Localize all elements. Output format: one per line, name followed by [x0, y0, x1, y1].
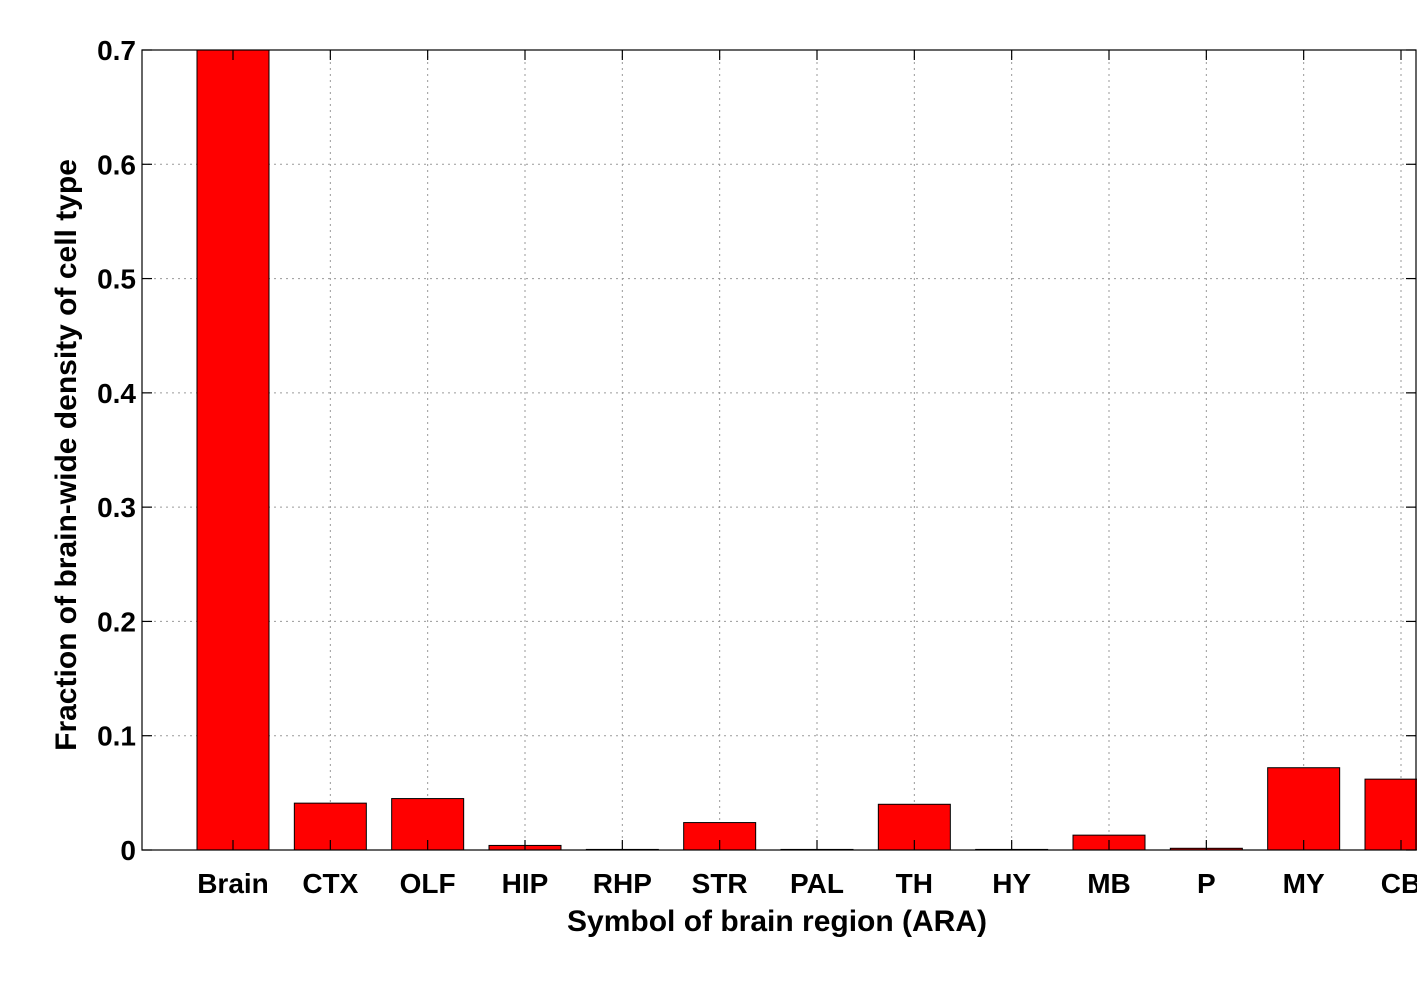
- y-tick-label: 0: [120, 835, 136, 866]
- y-tick-label: 0.2: [97, 606, 136, 637]
- y-tick-label: 0.5: [97, 264, 136, 295]
- x-tick-label: RHP: [593, 868, 652, 899]
- y-tick-label: 0.4: [97, 378, 136, 409]
- x-axis-ticks: Brain CTX OLF HIP RHP STR PAL TH HY MB P MY CB: [197, 50, 1417, 899]
- y-tick-label: 0.1: [97, 721, 136, 752]
- x-tick-label: STR: [692, 868, 748, 899]
- x-axis-label: Symbol of brain region (ARA): [567, 905, 987, 938]
- y-tick-label: 0.6: [97, 149, 136, 180]
- x-tick-label: CB: [1381, 868, 1417, 899]
- x-tick-label: P: [1197, 868, 1216, 899]
- bar-my: [1267, 767, 1341, 851]
- x-tick-label: OLF: [400, 868, 456, 899]
- x-tick-label: MY: [1283, 868, 1325, 899]
- bar-brain: [196, 49, 270, 851]
- plot-frame: [141, 49, 1417, 851]
- x-tick-label: CTX: [302, 868, 358, 899]
- grid-lines: [142, 50, 1416, 850]
- bar-cb: [1364, 778, 1417, 851]
- x-tick-label: Brain: [197, 868, 269, 899]
- y-tick-label: 0.7: [97, 35, 136, 66]
- y-axis-ticks: 0 0.1 0.2 0.3 0.4 0.5 0.6 0.7: [97, 35, 1416, 866]
- y-axis-label: Fraction of brain-wide density of cell t…: [50, 159, 83, 751]
- bars: [196, 49, 1417, 851]
- y-tick-label: 0.3: [97, 492, 136, 523]
- x-tick-label: PAL: [790, 868, 844, 899]
- x-tick-label: HY: [992, 868, 1031, 899]
- x-tick-label: HIP: [502, 868, 549, 899]
- x-tick-label: MB: [1087, 868, 1131, 899]
- x-tick-label: TH: [896, 868, 933, 899]
